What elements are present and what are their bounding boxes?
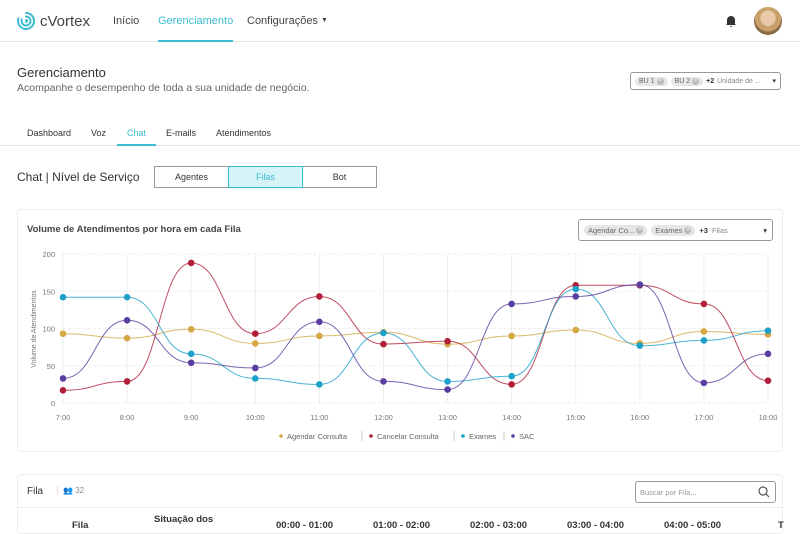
segment-filas[interactable]: Filas bbox=[228, 166, 303, 188]
tab-bar: Dashboard Voz Chat E-mails Atendimentos bbox=[0, 120, 800, 146]
business-unit-select[interactable]: BU 1 × BU 2 × +2 Unidade de ... ▾ bbox=[630, 72, 781, 90]
avatar[interactable] bbox=[754, 7, 782, 35]
tab-chat[interactable]: Chat bbox=[116, 128, 157, 146]
chart-title: Volume de Atendimentos por hora em cada … bbox=[27, 224, 241, 235]
segment-agentes[interactable]: Agentes bbox=[154, 166, 229, 188]
count-value: 32 bbox=[75, 486, 85, 495]
vortex-logo-icon bbox=[17, 11, 35, 30]
section-title: Chat | Nível de Serviço bbox=[17, 170, 140, 184]
close-icon[interactable]: × bbox=[636, 226, 644, 234]
chip-label: BU 2 bbox=[674, 77, 691, 85]
view-segmented-control: Agentes Filas Bot bbox=[154, 166, 377, 188]
page-title: Gerenciamento bbox=[17, 65, 106, 80]
logo[interactable]: cVortex bbox=[16, 11, 90, 31]
users-icon: 👥 bbox=[63, 486, 73, 495]
chevron-down-icon[interactable]: ▼ bbox=[321, 17, 328, 24]
page-subtitle: Acompanhe o desempenho de toda a sua uni… bbox=[17, 82, 310, 94]
chip-label: BU 1 bbox=[639, 77, 655, 85]
chip-label: Agendar Co... bbox=[588, 225, 635, 235]
nav-configuracoes[interactable]: Configurações bbox=[247, 15, 318, 27]
fila-chip[interactable]: Exames × bbox=[651, 224, 696, 236]
chevron-down-icon[interactable]: ▾ bbox=[772, 78, 776, 85]
bu-placeholder: Unidade de ... bbox=[717, 77, 761, 85]
more-count: +2 bbox=[706, 77, 715, 85]
tab-atendimentos[interactable]: Atendimentos bbox=[216, 128, 272, 138]
tab-emails[interactable]: E-mails bbox=[166, 128, 197, 138]
filas-placeholder: Filas bbox=[711, 225, 728, 235]
tab-dashboard[interactable]: Dashboard bbox=[27, 128, 72, 138]
bu-chip[interactable]: BU 2 × bbox=[670, 76, 704, 86]
tab-voz[interactable]: Voz bbox=[91, 128, 107, 138]
search-placeholder: Buscar por Fila... bbox=[640, 488, 697, 497]
table-title: Fila bbox=[27, 486, 44, 497]
search-icon[interactable] bbox=[758, 486, 770, 498]
queue-count: 👥 32 bbox=[57, 486, 84, 495]
close-icon[interactable]: × bbox=[656, 77, 664, 85]
top-navbar: cVortex Início Gerenciamento Configuraçõ… bbox=[0, 0, 800, 42]
more-count: +3 bbox=[699, 225, 708, 235]
column-header-situacao[interactable]: Situação dos bbox=[154, 514, 214, 525]
nav-gerenciamento[interactable]: Gerenciamento bbox=[158, 15, 234, 42]
bell-icon[interactable] bbox=[724, 14, 738, 28]
chevron-down-icon[interactable]: ▾ bbox=[763, 225, 767, 235]
segment-bot[interactable]: Bot bbox=[302, 166, 377, 188]
close-icon[interactable]: × bbox=[684, 226, 692, 234]
fila-chip[interactable]: Agendar Co... × bbox=[584, 224, 648, 236]
chip-label: Exames bbox=[655, 225, 683, 235]
filas-select[interactable]: Agendar Co... × Exames × +3 Filas ▾ bbox=[578, 219, 773, 241]
app-name: cVortex bbox=[40, 12, 91, 30]
search-fila-input[interactable]: Buscar por Fila... bbox=[635, 481, 776, 503]
nav-inicio[interactable]: Início bbox=[113, 15, 140, 27]
divider bbox=[17, 507, 783, 508]
chart-card bbox=[17, 209, 783, 452]
bu-chip[interactable]: BU 1 × bbox=[635, 76, 668, 86]
close-icon[interactable]: × bbox=[692, 77, 700, 85]
